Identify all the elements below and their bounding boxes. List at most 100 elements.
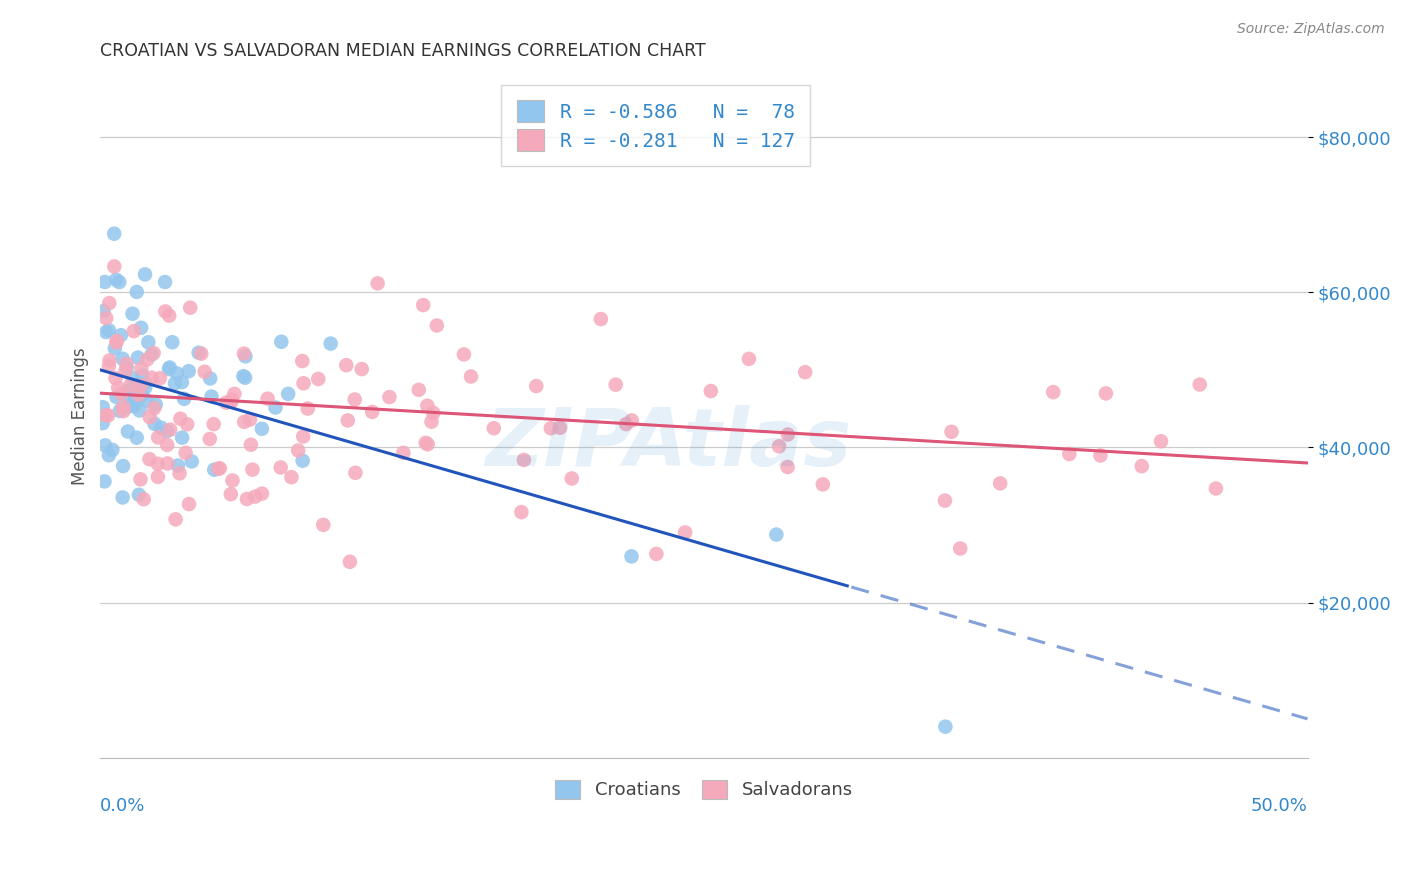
Point: [336, 413, 359, 427]
Point: [129, 320, 152, 334]
Point: [117, 400, 139, 414]
Point: [524, 379, 547, 393]
Point: [124, 392, 146, 406]
Point: [128, 488, 150, 502]
Point: [1205, 482, 1227, 496]
Point: [97, 448, 120, 462]
Point: [1090, 449, 1112, 463]
Text: ZIPAtlas: ZIPAtlas: [485, 405, 851, 483]
Point: [104, 341, 127, 355]
Point: [232, 369, 254, 384]
Point: [103, 260, 125, 274]
Point: [392, 446, 415, 460]
Point: [614, 417, 637, 431]
Point: [561, 471, 583, 485]
Point: [156, 424, 179, 438]
Point: [239, 412, 262, 426]
Point: [127, 392, 149, 406]
Point: [207, 461, 229, 475]
Point: [239, 438, 262, 452]
Text: 0.0%: 0.0%: [100, 797, 146, 814]
Point: [460, 369, 482, 384]
Point: [941, 425, 963, 439]
Point: [343, 392, 366, 407]
Point: [146, 470, 169, 484]
Point: [111, 491, 134, 505]
Point: [138, 452, 160, 467]
Point: [108, 275, 131, 289]
Point: [1059, 447, 1081, 461]
Point: [765, 527, 787, 541]
Point: [243, 490, 266, 504]
Point: [163, 376, 186, 391]
Point: [794, 365, 817, 379]
Point: [131, 388, 153, 402]
Point: [620, 549, 643, 564]
Point: [256, 392, 278, 406]
Point: [136, 393, 159, 408]
Point: [408, 383, 430, 397]
Point: [112, 400, 135, 414]
Point: [224, 387, 246, 401]
Point: [482, 421, 505, 435]
Point: [96, 311, 118, 326]
Point: [177, 497, 200, 511]
Point: [97, 359, 120, 373]
Point: [122, 399, 145, 413]
Point: [416, 437, 439, 451]
Point: [150, 420, 173, 434]
Point: [94, 275, 117, 289]
Point: [934, 493, 956, 508]
Point: [143, 401, 166, 416]
Point: [949, 541, 972, 556]
Point: [270, 460, 292, 475]
Point: [122, 324, 145, 338]
Point: [988, 476, 1011, 491]
Point: [190, 346, 212, 360]
Point: [115, 357, 138, 371]
Point: [134, 381, 156, 395]
Point: [93, 475, 115, 489]
Point: [200, 390, 222, 404]
Point: [221, 474, 243, 488]
Point: [121, 396, 143, 410]
Point: [620, 413, 643, 427]
Point: [105, 335, 128, 350]
Point: [250, 422, 273, 436]
Point: [176, 417, 198, 432]
Point: [167, 458, 190, 473]
Point: [98, 323, 121, 337]
Point: [540, 421, 562, 435]
Point: [367, 277, 389, 291]
Point: [235, 350, 257, 364]
Point: [132, 492, 155, 507]
Point: [129, 472, 152, 486]
Point: [513, 453, 536, 467]
Point: [156, 457, 179, 471]
Point: [142, 346, 165, 360]
Point: [426, 318, 449, 333]
Point: [297, 401, 319, 416]
Point: [548, 420, 571, 434]
Point: [1130, 459, 1153, 474]
Point: [156, 438, 179, 452]
Point: [94, 438, 117, 452]
Point: [153, 275, 176, 289]
Point: [291, 354, 314, 368]
Point: [673, 525, 696, 540]
Point: [312, 517, 335, 532]
Point: [110, 386, 132, 401]
Point: [738, 351, 761, 366]
Point: [110, 328, 132, 343]
Point: [811, 477, 834, 491]
Point: [221, 392, 243, 407]
Point: [131, 361, 153, 376]
Text: 50.0%: 50.0%: [1251, 797, 1308, 814]
Point: [233, 370, 256, 384]
Point: [169, 467, 191, 481]
Point: [93, 304, 115, 318]
Point: [105, 272, 128, 286]
Point: [105, 334, 128, 348]
Point: [605, 377, 627, 392]
Point: [146, 430, 169, 444]
